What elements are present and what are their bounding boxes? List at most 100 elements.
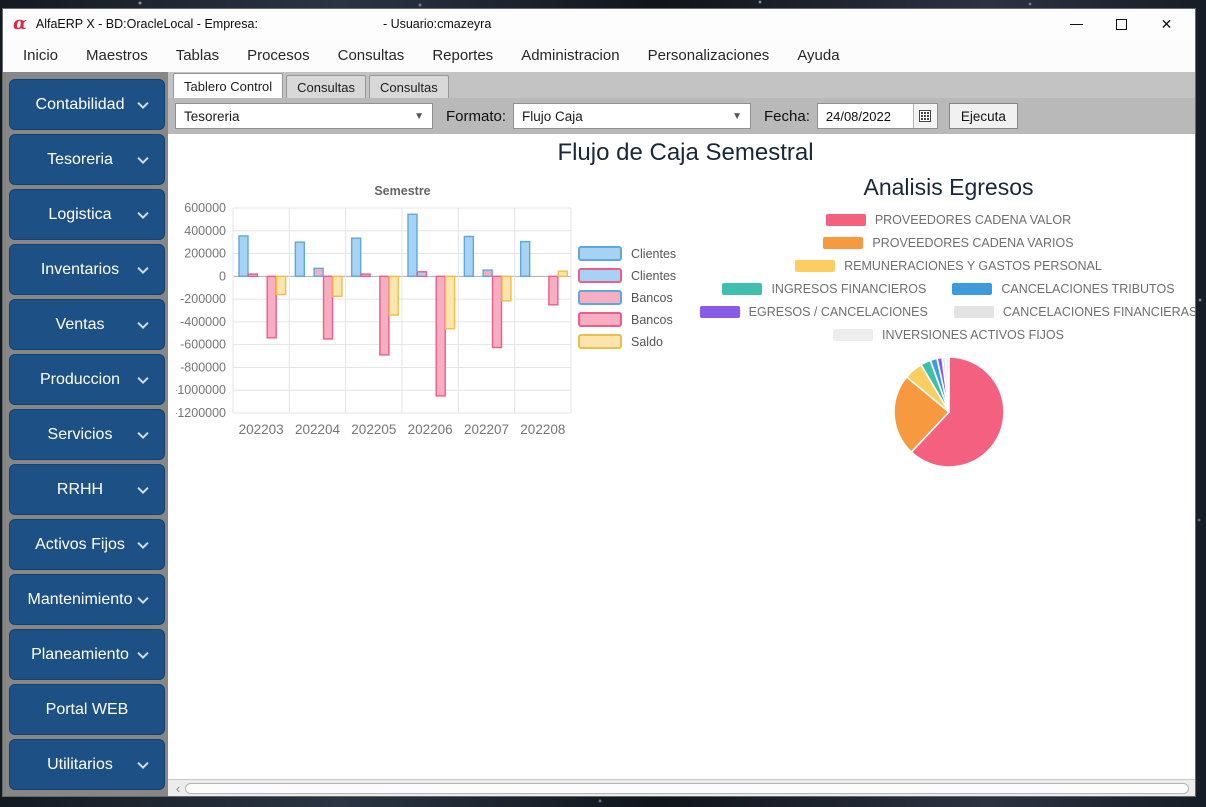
title-bar: α AlfaERP X - BD:OracleLocal - Empresa: … [3, 9, 1195, 39]
legend-label: Clientes [631, 246, 677, 261]
sidebar-item-activos-fijos[interactable]: Activos Fijos [9, 519, 165, 570]
sidebar-item-utilitarios[interactable]: Utilitarios [9, 739, 165, 790]
scroll-left-icon[interactable]: ‹ [175, 780, 181, 796]
legend-item-clientes-1: Clientes [578, 268, 676, 283]
sidebar-item-label: Produccion [39, 370, 121, 388]
legend-swatch [722, 283, 763, 295]
sidebar-item-portal-web[interactable]: Portal WEB [9, 684, 165, 735]
legend-label: PROVEEDORES CADENA VALOR [874, 213, 1072, 227]
fecha-input[interactable] [817, 104, 913, 128]
svg-text:0: 0 [219, 269, 226, 283]
sidebar-item-produccion[interactable]: Produccion [9, 354, 165, 405]
legend-swatch [795, 260, 836, 272]
svg-text:202206: 202206 [408, 422, 453, 437]
calendar-icon [919, 110, 932, 122]
formato-select[interactable]: Flujo Caja ▼ [513, 103, 752, 129]
main-area: Contabilidad Tesoreria Logistica Inventario… [3, 72, 1195, 796]
legend-swatch [952, 283, 993, 295]
legend-item-inversiones-activos-fijos: INVERSIONES ACTIVOS FIJOS [833, 328, 1064, 342]
pie-legend-row-3: INGRESOS FINANCIEROS CANCELACIONES TRIBUT… [722, 282, 1175, 296]
chevron-down-icon [137, 317, 149, 329]
legend-item-egresos-cancelaciones: EGRESOS / CANCELACIONES [699, 305, 928, 319]
fecha-field [816, 103, 938, 129]
svg-text:-600000: -600000 [180, 338, 226, 352]
tab-consultas-1[interactable]: Consultas [286, 75, 366, 98]
legend-swatch [578, 290, 622, 305]
alfaerp-logo-icon: α [13, 13, 27, 34]
legend-swatch [578, 246, 622, 261]
chevron-down-icon [137, 757, 149, 769]
sidebar-item-label: Mantenimiento [27, 590, 133, 608]
svg-text:-800000: -800000 [180, 360, 226, 374]
app-window: α AlfaERP X - BD:OracleLocal - Empresa: … [2, 8, 1196, 797]
legend-item-clientes-0: Clientes [578, 246, 676, 261]
svg-text:202208: 202208 [520, 422, 565, 437]
sidebar-item-ventas[interactable]: Ventas [9, 299, 165, 350]
legend-label: CANCELACIONES TRIBUTOS [1001, 282, 1175, 296]
tab-tablero-control-0[interactable]: Tablero Control [173, 73, 284, 98]
menu-item-reportes[interactable]: Reportes [432, 47, 494, 64]
sidebar-item-tesoreria[interactable]: Tesoreria [9, 134, 165, 185]
menu-item-maestros[interactable]: Maestros [86, 47, 148, 64]
menu-item-ayuda[interactable]: Ayuda [797, 47, 840, 64]
sidebar-item-logistica[interactable]: Logistica [9, 189, 165, 240]
menu-item-administracion[interactable]: Administracion [521, 47, 620, 64]
close-button[interactable]: ✕ [1144, 10, 1189, 38]
menu-item-inicio[interactable]: Inicio [23, 47, 59, 64]
pie-section: Analisis Egresos PROVEEDORES CADENA VALO… [696, 174, 1195, 477]
legend-label: Bancos [631, 312, 673, 327]
chevron-down-icon [137, 372, 149, 384]
legend-label: INVERSIONES ACTIVOS FIJOS [882, 328, 1064, 342]
maximize-icon [1116, 18, 1127, 30]
menu-item-procesos[interactable]: Procesos [247, 47, 310, 64]
legend-label: CANCELACIONES FINANCIERAS [1002, 305, 1195, 319]
sidebar-item-label: RRHH [56, 480, 104, 498]
chevron-down-icon [137, 97, 149, 109]
menu-item-consultas[interactable]: Consultas [337, 47, 405, 64]
horizontal-scrollbar[interactable]: ‹ [168, 779, 1195, 796]
sidebar-item-inventarios[interactable]: Inventarios [9, 244, 165, 295]
window-title-right: - Usuario:cmazeyra [382, 17, 492, 31]
sidebar-item-rrhh[interactable]: RRHH [9, 464, 165, 515]
tab-consultas-2[interactable]: Consultas [368, 75, 449, 98]
svg-text:202204: 202204 [295, 422, 341, 437]
sidebar-item-contabilidad[interactable]: Contabilidad [9, 79, 165, 130]
sidebar-item-label: Tesoreria [47, 150, 113, 168]
menu-item-personalizaciones[interactable]: Personalizaciones [647, 47, 770, 64]
sidebar-item-servicios[interactable]: Servicios [9, 409, 165, 460]
calendar-button[interactable] [912, 104, 937, 128]
legend-label: Clientes [631, 268, 677, 283]
legend-item-cancelaciones-tributos: CANCELACIONES TRIBUTOS [952, 282, 1175, 296]
legend-swatch [578, 334, 622, 349]
legend-item-proveedores-cadena-valor: PROVEEDORES CADENA VALOR [825, 213, 1072, 227]
formato-label: Formato: [446, 107, 507, 125]
minimize-button[interactable] [1054, 10, 1099, 38]
chevron-down-icon [137, 537, 149, 549]
svg-text:600000: 600000 [184, 201, 226, 215]
module-select-value: Tesoreria [184, 108, 240, 124]
scrollbar-thumb[interactable] [185, 782, 1189, 794]
sidebar-item-label: Servicios [47, 425, 113, 443]
legend-label: INGRESOS FINANCIEROS [771, 282, 927, 296]
module-select[interactable]: Tesoreria ▼ [175, 103, 433, 129]
minimize-icon [1070, 23, 1083, 25]
chevron-down-icon [137, 152, 149, 164]
chevron-down-icon: ▼ [732, 110, 743, 122]
legend-swatch [699, 306, 740, 318]
svg-text:200000: 200000 [184, 247, 226, 261]
sidebar-item-label: Ventas [55, 315, 105, 333]
report-content: Flujo de Caja Semestral Semestre 600000 4… [168, 134, 1195, 779]
sidebar-item-planeamiento[interactable]: Planeamiento [9, 629, 165, 680]
maximize-button[interactable] [1099, 10, 1144, 38]
sidebar-item-label: Inventarios [40, 260, 120, 278]
svg-text:400000: 400000 [184, 224, 226, 238]
legend-item-saldo-4: Saldo [578, 334, 676, 349]
menu-item-tablas[interactable]: Tablas [175, 47, 220, 64]
ejecuta-button[interactable]: Ejecuta [948, 103, 1018, 129]
pie-legend-row-0: PROVEEDORES CADENA VALOR [825, 213, 1072, 227]
sidebar-item-mantenimiento[interactable]: Mantenimiento [9, 574, 165, 625]
legend-swatch [823, 237, 864, 249]
chevron-down-icon [137, 207, 149, 219]
tab-strip: Tablero Control Consultas Consultas [168, 72, 1195, 98]
